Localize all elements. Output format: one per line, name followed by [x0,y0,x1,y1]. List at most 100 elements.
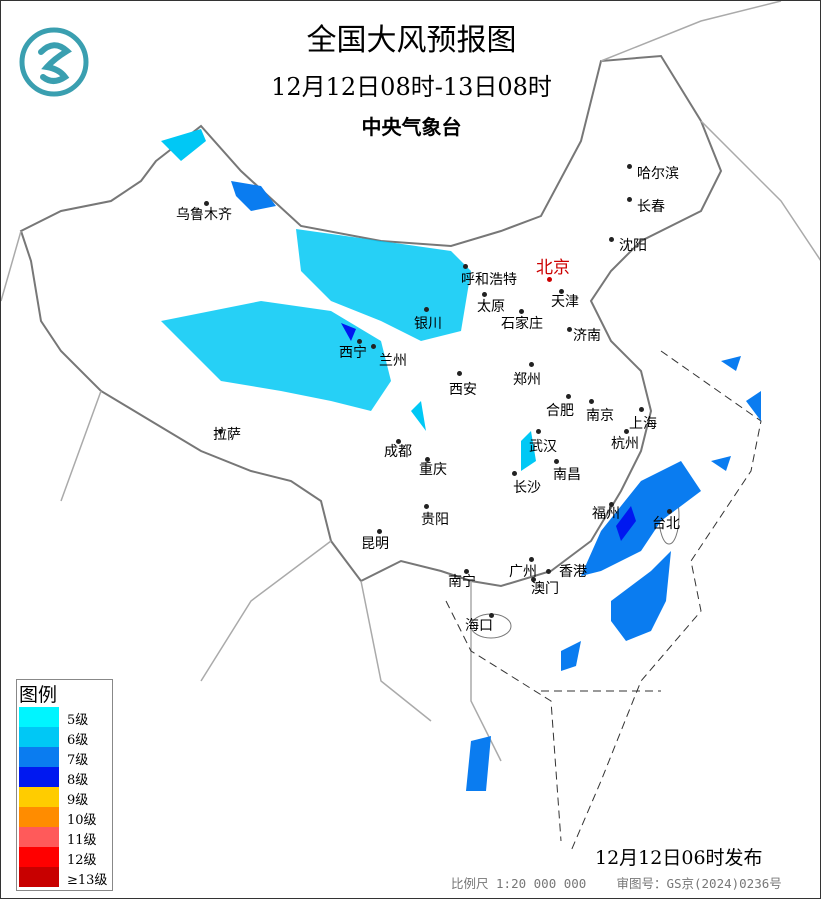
city-dot [536,429,541,434]
legend-swatch [19,707,59,727]
city-label: 南昌 [553,467,581,483]
city-label: 沈阳 [619,238,647,254]
city-label: 哈尔滨 [637,166,679,182]
city-label: 重庆 [419,462,447,478]
legend-item: 10级 [19,807,109,828]
city-dot [512,471,517,476]
agency-logo [19,27,89,97]
wind-area-6 [296,229,471,341]
city-label: 呼和浩特 [461,272,517,288]
wind-area-6 [161,301,391,411]
city-label: 福州 [592,506,620,522]
city-dot [425,457,430,462]
legend-item: 7级 [19,747,109,768]
city-dot [529,557,534,562]
city-label: 成都 [384,444,412,460]
neighbor-borders [1,1,820,762]
legend: 图例 5级 6级 7级 8级 9级 10级 11级 12级 ≥13级 [16,679,113,891]
city-label: 太原 [477,299,505,315]
city-label: 拉萨 [213,427,241,443]
wind-area-6 [411,401,536,471]
city-dot [559,289,564,294]
legend-swatch [19,807,59,827]
city-label: 合肥 [546,403,574,419]
city-dot [667,509,672,514]
city-label: 银川 [414,316,442,332]
city-dot [464,569,469,574]
legend-label: 10级 [67,813,97,828]
city-dot [589,399,594,404]
city-label: 澳门 [531,581,559,597]
legend-item: ≥13级 [19,867,109,888]
legend-item: 9级 [19,787,109,808]
city-dot [529,362,534,367]
legend-label: 11级 [67,833,97,848]
south-sea-boundary [445,350,762,852]
legend-label: 12级 [67,853,97,868]
city-dot [639,407,644,412]
issue-time: 12月12日06时发布 [595,847,763,869]
city-dot [204,201,209,206]
legend-swatch [19,847,59,867]
legend-swatch [19,787,59,807]
legend-title: 图例 [19,684,58,706]
city-dot [531,577,536,582]
agency-name: 中央气象台 [361,115,462,139]
city-dot [371,344,376,349]
city-label: 济南 [573,328,601,344]
map-title: 全国大风预报图 [306,23,517,58]
city-label: 石家庄 [501,316,543,332]
city-dot [424,504,429,509]
wind-area-8 [616,506,636,541]
city-label: 武汉 [529,439,557,455]
city-dot [489,613,494,618]
city-dot [627,197,632,202]
city-label: 长春 [637,199,665,215]
city-label: 南京 [586,408,614,424]
legend-swatch [19,727,59,747]
city-label: 海口 [465,618,493,634]
map-scale: 比例尺 1:20 000 000 [451,876,587,891]
city-dot [482,292,487,297]
legend-swatch [19,827,59,847]
wind-area-7 [581,461,701,576]
china-border [19,54,723,588]
city-dot [463,264,468,269]
legend-item: 5级 [19,707,109,728]
city-dot [609,502,614,507]
city-dot [567,327,572,332]
city-dot [218,429,223,434]
wind-area-8 [341,323,356,341]
legend-item: 11级 [19,827,109,848]
city-dot [396,439,401,444]
city-label: 贵阳 [421,512,449,528]
wind-area-7 [611,551,671,641]
city-dot [624,429,629,434]
city-label: 台北 [652,516,680,532]
legend-item: 6级 [19,727,109,748]
legend-label: ≥13级 [67,873,108,888]
legend-item: 12级 [19,847,109,868]
city-dot [609,237,614,242]
legend-label: 5级 [67,713,89,728]
city-dot [519,309,524,314]
city-dot [546,569,551,574]
footer: 比例尺 1:20 000 000 审图号：GS京(2024)0236号 [451,873,782,892]
city-label: 广州 [509,564,537,580]
city-dot [357,339,362,344]
capital-star-icon [547,277,552,282]
legend-item: 8级 [19,767,109,788]
wind-area-7 [231,181,276,211]
legend-label: 6级 [67,733,89,748]
city-label: 香港 [559,564,587,580]
city-label: 长沙 [513,480,541,496]
city-label-capital: 北京 [536,258,570,278]
city-label: 兰州 [379,353,407,369]
legend-label: 8级 [67,773,89,788]
city-label: 乌鲁木齐 [176,207,232,223]
city-label: 上海 [629,416,657,432]
city-label: 杭州 [611,436,639,452]
legend-label: 7级 [67,753,89,768]
